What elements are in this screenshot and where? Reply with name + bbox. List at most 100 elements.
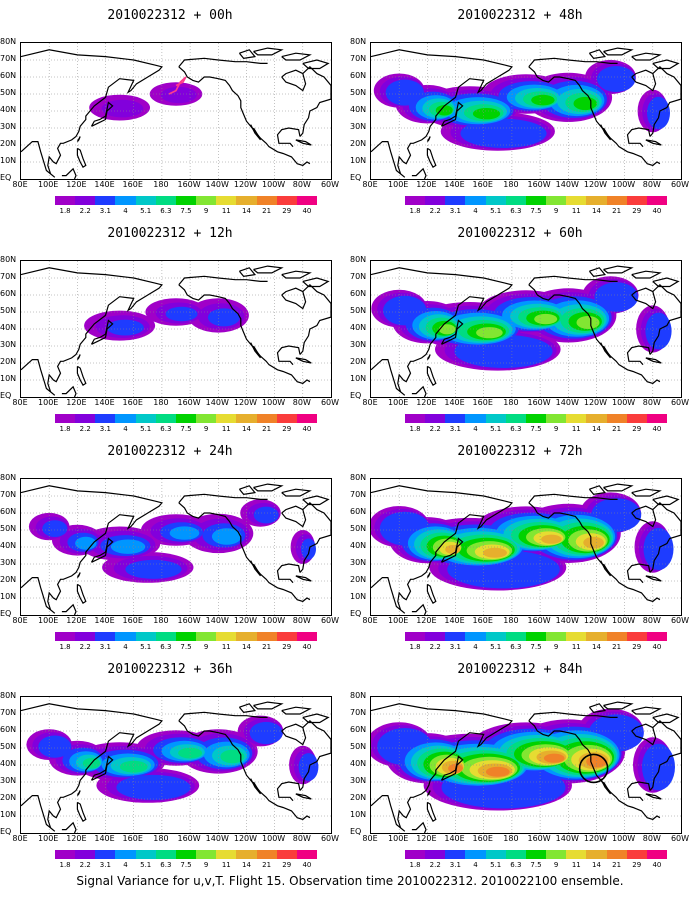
coastline (281, 488, 312, 497)
colorbar-label: 40 (302, 425, 312, 433)
lon-tick-label: 120E (416, 834, 437, 843)
colorbar-label: 6.3 (510, 425, 522, 433)
contour-blob (485, 766, 510, 777)
colorbar-swatch (465, 850, 486, 859)
coastline (299, 283, 331, 355)
coastline (631, 52, 662, 61)
lat-tick-label: 50N (0, 524, 17, 533)
colorbar-swatch (95, 196, 116, 205)
coastline (645, 793, 662, 800)
colorbar-swatch (646, 632, 668, 641)
coastline (528, 711, 618, 722)
colorbar-swatch (566, 850, 587, 859)
colorbar (405, 632, 668, 641)
lat-tick-label: 40N (0, 541, 17, 550)
lon-tick-label: 120E (66, 180, 87, 189)
lon-tick-label: 120E (416, 398, 437, 407)
coastline (238, 49, 257, 59)
colorbar-label: 6.3 (160, 861, 172, 869)
colorbar-label: 1.8 (59, 207, 71, 215)
colorbar-label: 4 (123, 207, 128, 215)
lat-tick-label: EQ (0, 827, 12, 836)
map-plot (370, 696, 682, 834)
panel-title: 2010022312 + 36h (107, 662, 233, 677)
lon-tick-label: 140W (205, 180, 229, 189)
colorbar-swatch (75, 632, 96, 641)
colorbar-label: 9 (203, 643, 209, 651)
coastline (631, 505, 657, 528)
coastline (250, 560, 262, 577)
colorbar-swatch (586, 632, 607, 641)
colorbar-label: 11 (571, 425, 581, 433)
coastline (588, 267, 607, 277)
colorbar-swatch (646, 850, 668, 859)
coastline (61, 821, 77, 833)
contour-blob (385, 79, 424, 106)
lat-tick-label: 60N (350, 71, 367, 80)
lat-tick-label: 10N (0, 156, 17, 165)
lon-tick-label: 80E (362, 834, 378, 843)
lon-tick-label: 100W (612, 398, 636, 407)
coastline (649, 719, 681, 791)
colorbar-swatch (606, 632, 627, 641)
colorbar-label: 21 (612, 425, 622, 433)
lat-tick-label: 50N (350, 524, 367, 533)
coastline (178, 720, 311, 821)
colorbar-swatch (236, 632, 257, 641)
colorbar-labels: 1.8 2.2 3.1 4 5.1 6.3 7.5 9 11 14 21 29 40 (405, 426, 667, 434)
contour-blob (301, 538, 316, 560)
lat-tick-label: 20N (350, 793, 367, 802)
contour-blob (169, 526, 200, 540)
contour-blob (642, 743, 675, 791)
coastline (411, 603, 427, 615)
panel-title: 2010022312 + 48h (457, 8, 583, 23)
panel-60h: 2010022312 + 60h 80N 70N 60N 50N 40N 30N 20N 10N… (350, 218, 690, 433)
contour-blob (531, 94, 555, 106)
colorbar-swatch (626, 850, 647, 859)
contour-blob (42, 520, 68, 537)
colorbar-label: 40 (302, 643, 312, 651)
contour-blob (298, 753, 319, 781)
coastline (281, 505, 307, 528)
lat-tick-label: 50N (0, 306, 17, 315)
map-plot (370, 42, 682, 180)
lat-tick-label: 40N (350, 105, 367, 114)
colorbar-swatch (115, 632, 136, 641)
colorbar-swatch (505, 632, 526, 641)
coastline (649, 283, 681, 355)
coastline (253, 701, 284, 710)
lat-tick-label: 50N (0, 742, 17, 751)
colorbar-label: 3.1 (449, 425, 461, 433)
coastline (21, 485, 163, 614)
coastline (411, 167, 427, 179)
colorbar-swatch (135, 414, 156, 423)
colorbar-swatch (566, 632, 587, 641)
colorbar-swatch (236, 414, 257, 423)
colorbar-swatch (216, 414, 237, 423)
coastline (90, 537, 114, 563)
colorbar-label: 2.2 (79, 207, 91, 215)
colorbar-label: 7.5 (180, 861, 192, 869)
colorbar-label: 29 (632, 207, 642, 215)
lon-tick-label: 60W (320, 398, 340, 407)
lon-tick-label: 80W (292, 616, 311, 625)
coastline (299, 501, 331, 573)
coastline (426, 790, 431, 796)
lat-tick-label: 70N (0, 54, 17, 63)
colorbar-swatch (525, 632, 547, 641)
lon-tick-label: 160W (177, 616, 201, 625)
coastline (631, 270, 662, 279)
colorbar (55, 850, 318, 859)
colorbar-swatch (155, 632, 176, 641)
coastline (426, 365, 437, 386)
coastline (426, 147, 437, 168)
coastline (61, 167, 77, 179)
coastline (440, 101, 464, 127)
coastline (178, 275, 268, 286)
lon-tick-label: 120W (233, 834, 258, 843)
colorbar-swatch (175, 414, 197, 423)
lat-tick-label: 20N (0, 575, 17, 584)
contour-blob (106, 319, 144, 336)
colorbar-label: 29 (282, 643, 292, 651)
coastline (600, 124, 612, 141)
